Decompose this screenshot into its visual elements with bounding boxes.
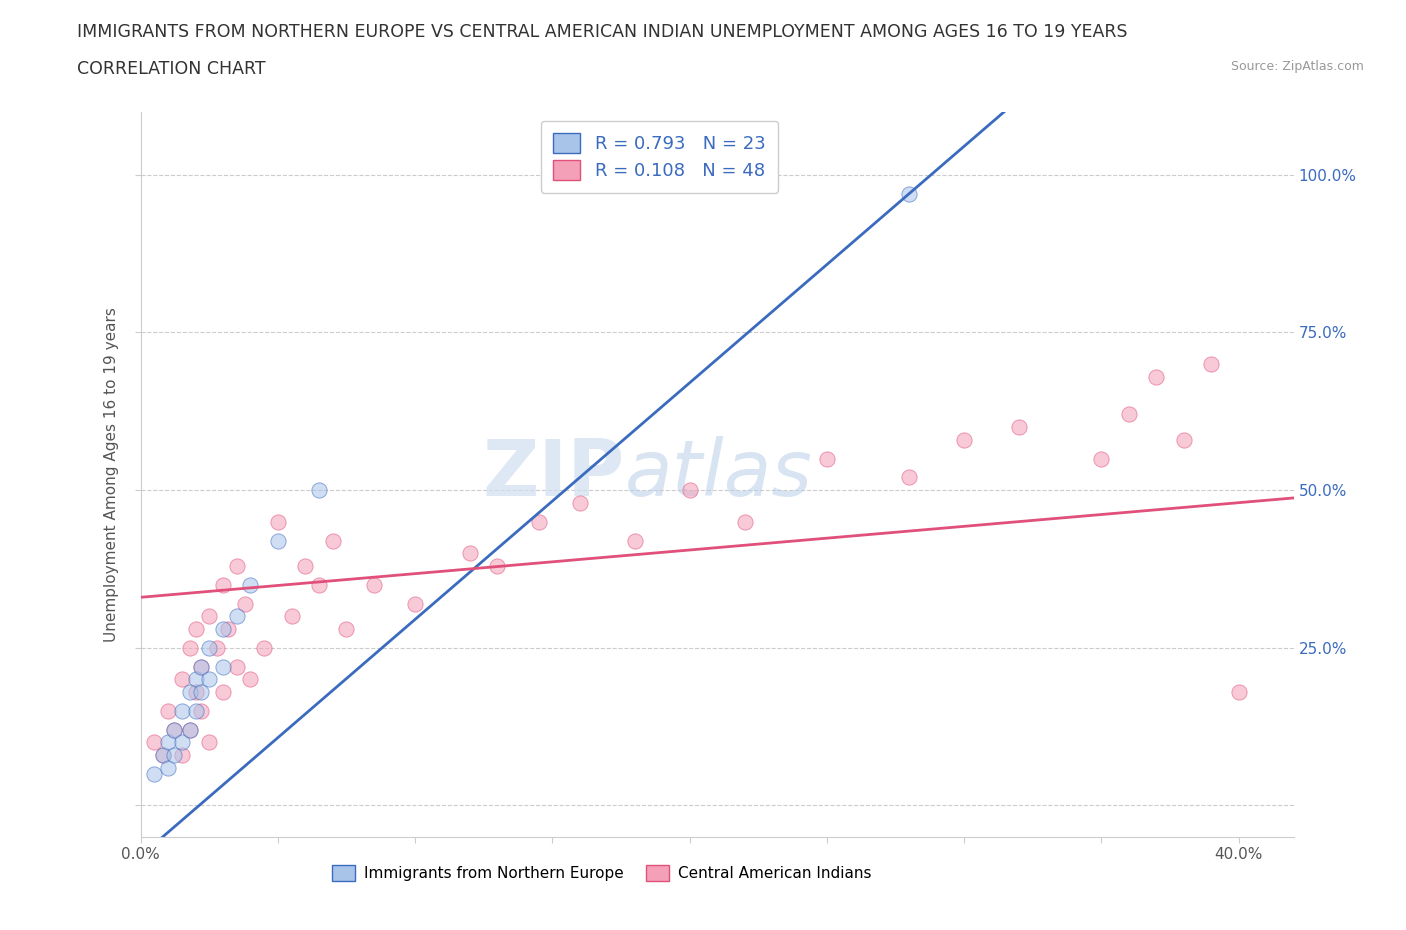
Legend: Immigrants from Northern Europe, Central American Indians: Immigrants from Northern Europe, Central… <box>326 859 877 887</box>
Point <box>225 609 247 624</box>
Point <box>953 432 976 447</box>
Point <box>623 533 645 548</box>
Point <box>170 735 193 750</box>
Point <box>190 659 212 674</box>
Point <box>898 186 921 201</box>
Point <box>212 684 235 699</box>
Point <box>322 533 344 548</box>
Point <box>233 596 256 611</box>
Point <box>212 659 235 674</box>
Point <box>458 546 481 561</box>
Point <box>1144 369 1167 384</box>
Text: ZIP: ZIP <box>482 436 624 512</box>
Point <box>207 641 229 656</box>
Point <box>486 558 509 573</box>
Text: atlas: atlas <box>624 436 813 512</box>
Point <box>898 470 921 485</box>
Point <box>143 766 166 781</box>
Y-axis label: Unemployment Among Ages 16 to 19 years: Unemployment Among Ages 16 to 19 years <box>104 307 120 642</box>
Point <box>212 621 235 636</box>
Point <box>212 578 235 592</box>
Point <box>734 514 756 529</box>
Point <box>152 748 174 763</box>
Point <box>280 609 302 624</box>
Point <box>179 641 201 656</box>
Text: Source: ZipAtlas.com: Source: ZipAtlas.com <box>1230 60 1364 73</box>
Point <box>308 578 330 592</box>
Point <box>1090 451 1112 466</box>
Point <box>157 760 180 775</box>
Point <box>184 671 207 686</box>
Point <box>179 723 201 737</box>
Point <box>190 659 212 674</box>
Point <box>527 514 550 529</box>
Point <box>170 671 193 686</box>
Point <box>1118 407 1140 422</box>
Point <box>239 671 262 686</box>
Point <box>253 641 276 656</box>
Point <box>267 533 290 548</box>
Point <box>568 496 591 511</box>
Text: IMMIGRANTS FROM NORTHERN EUROPE VS CENTRAL AMERICAN INDIAN UNEMPLOYMENT AMONG AG: IMMIGRANTS FROM NORTHERN EUROPE VS CENTR… <box>77 23 1128 41</box>
Point <box>225 659 247 674</box>
Point <box>198 671 221 686</box>
Point <box>335 621 357 636</box>
Point <box>198 641 221 656</box>
Point <box>143 735 166 750</box>
Point <box>162 723 184 737</box>
Point <box>184 621 207 636</box>
Point <box>678 483 700 498</box>
Point <box>157 703 180 718</box>
Point <box>198 735 221 750</box>
Point <box>162 723 184 737</box>
Point <box>239 578 262 592</box>
Point <box>225 558 247 573</box>
Point <box>1199 356 1222 371</box>
Point <box>308 483 330 498</box>
Point <box>170 703 193 718</box>
Point <box>179 723 201 737</box>
Point <box>184 703 207 718</box>
Point <box>1173 432 1195 447</box>
Point <box>190 684 212 699</box>
Point <box>267 514 290 529</box>
Point <box>190 703 212 718</box>
Point <box>815 451 838 466</box>
Point <box>217 621 239 636</box>
Point <box>179 684 201 699</box>
Text: CORRELATION CHART: CORRELATION CHART <box>77 60 266 78</box>
Point <box>1227 684 1250 699</box>
Point <box>294 558 316 573</box>
Point <box>198 609 221 624</box>
Point <box>157 735 180 750</box>
Point <box>170 748 193 763</box>
Point <box>1008 419 1031 434</box>
Point <box>184 684 207 699</box>
Point <box>152 748 174 763</box>
Point <box>363 578 385 592</box>
Point <box>162 748 184 763</box>
Point <box>404 596 426 611</box>
